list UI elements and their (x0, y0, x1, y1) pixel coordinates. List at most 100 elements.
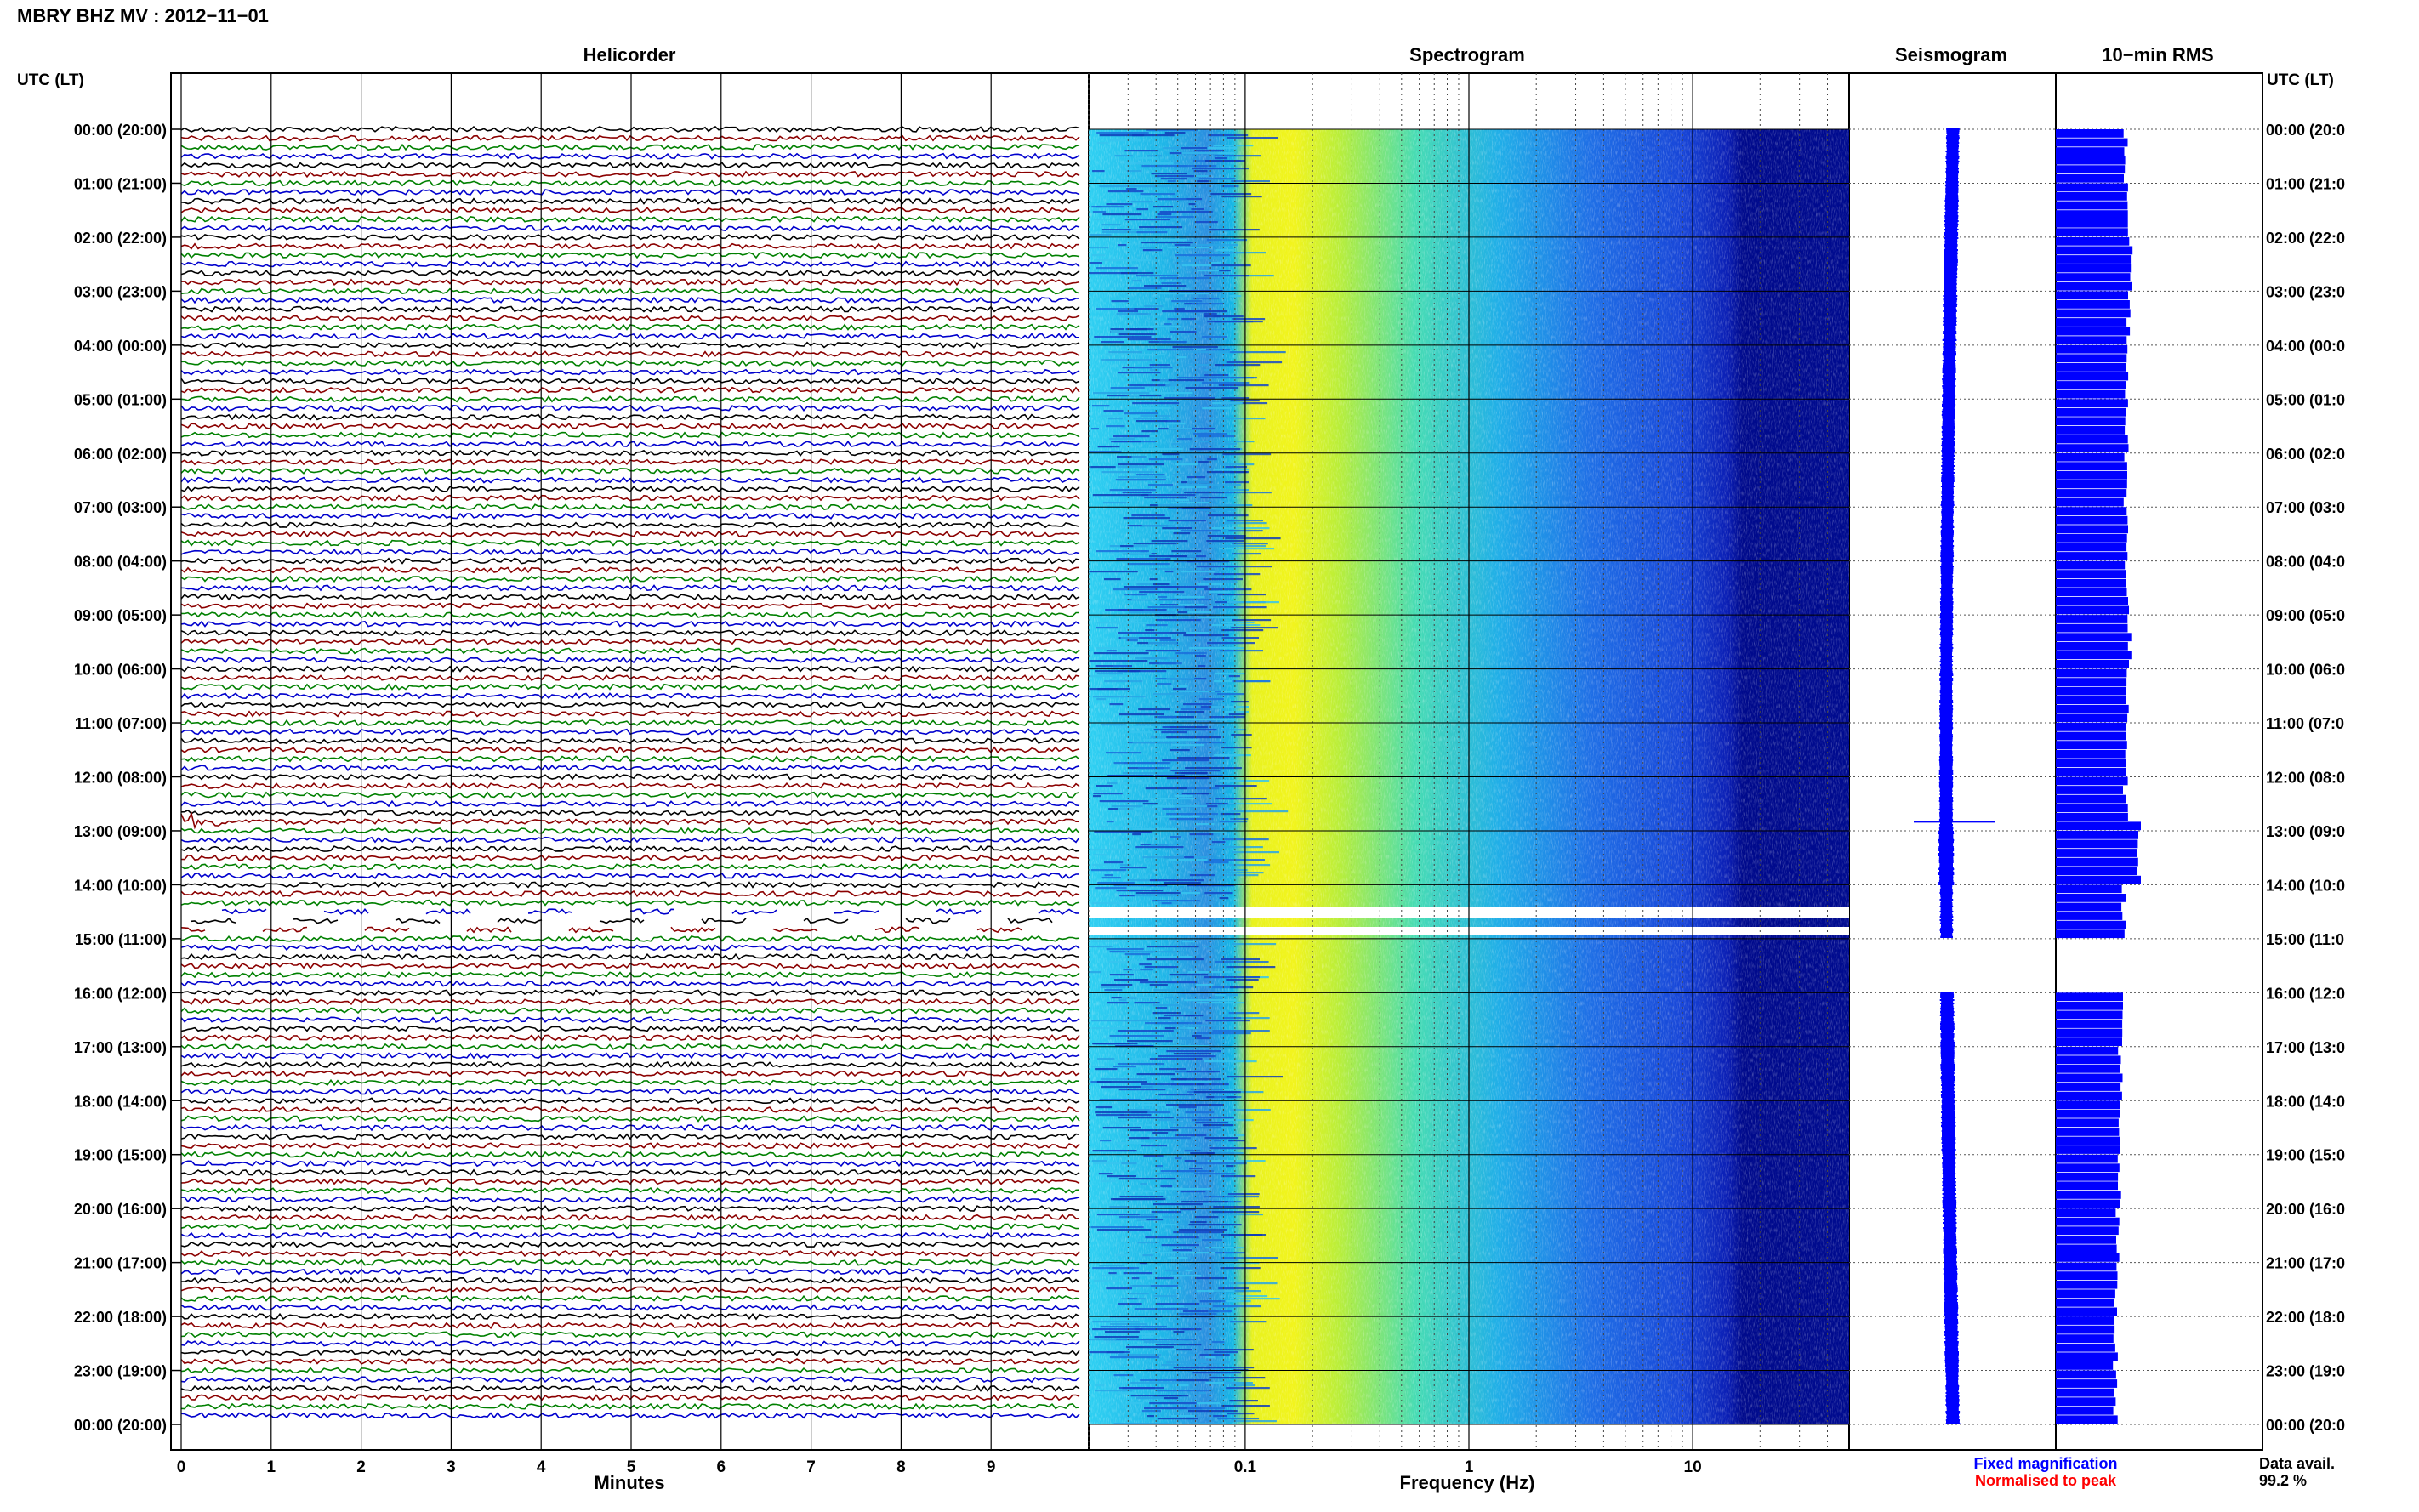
spectrogram-stripe (1139, 247, 1155, 249)
spectrogram-stripe (1220, 443, 1238, 446)
spectrogram-stripe (1147, 946, 1199, 948)
minute-tick-label: 9 (987, 1458, 996, 1476)
helicorder-trace (180, 935, 1080, 943)
spectrogram-stripe (1184, 303, 1198, 305)
rms-bar (2056, 1343, 2115, 1352)
spectrogram-stripe (1142, 249, 1163, 252)
spectrogram-stripe (1141, 196, 1158, 198)
spectrogram-stripe (1158, 1094, 1194, 1096)
spectrogram-stripe (1188, 1410, 1238, 1413)
spectrogram-stripe (1139, 1214, 1158, 1216)
helicorder-trace (180, 1339, 1080, 1347)
spectrogram-stripe (1215, 1252, 1246, 1254)
rms-bar (2056, 776, 2128, 786)
spectrogram-stripe (1198, 178, 1236, 180)
helicorder-trace (180, 1367, 1080, 1374)
minute-tick-label: 6 (717, 1458, 726, 1476)
spectrogram-stripe (1095, 627, 1118, 629)
spectrogram-stripe (1113, 1423, 1170, 1425)
spectrogram-stripe (1226, 1165, 1234, 1168)
left-time-tick: 00:00 (20:00) (74, 1417, 167, 1434)
spectrogram-stripe (1105, 1331, 1140, 1333)
spectrogram-stripe (1124, 150, 1159, 152)
spectrogram-stripe (1166, 813, 1219, 816)
rms-bar (2056, 1073, 2123, 1083)
spectrogram-stripe (1114, 155, 1133, 157)
spectrogram-stripe (1207, 775, 1223, 777)
spectrogram-stripe (1214, 1152, 1244, 1155)
spectrogram-stripe (1232, 680, 1271, 683)
right-time-tick: 16:00 (12:0 (2266, 985, 2345, 1002)
spectrogram-stripe (1220, 1214, 1263, 1216)
spectrogram-stripe (1232, 275, 1274, 277)
rms-bar (2056, 129, 2124, 138)
spectrogram-stripe (1162, 726, 1179, 729)
spectrogram-stripe (1141, 1086, 1157, 1089)
rms-bar (2056, 1199, 2120, 1208)
spectrogram-stripe (1131, 456, 1147, 458)
spectrogram-stripe (1124, 1020, 1177, 1022)
spectrogram-stripe (1116, 1142, 1146, 1145)
spectrogram-stripe (1170, 836, 1181, 838)
spectrogram-stripe (1118, 1089, 1166, 1091)
rms-bar (2056, 1181, 2118, 1191)
spectrogram-stripe (1203, 1124, 1211, 1127)
spectrogram-stripe (1153, 805, 1208, 808)
spectrogram-stripe (1164, 571, 1174, 573)
spectrogram-stripe (1173, 1331, 1185, 1333)
spectrogram-stripe (1091, 1020, 1128, 1022)
spectrogram-stripe (1090, 869, 1127, 872)
spectrogram-stripe (1154, 1022, 1203, 1025)
helicorder-trace (180, 368, 1080, 376)
spectrogram-stripe (1141, 242, 1193, 244)
spectrogram-stripe (1124, 229, 1166, 231)
spectrogram-stripe (1170, 382, 1203, 384)
spectrogram-stripe (1151, 1211, 1181, 1214)
rms-bar (2056, 1091, 2122, 1100)
spectrogram-stripe (1150, 504, 1158, 507)
spectrogram-stripe (1099, 800, 1149, 803)
spectrogram-stripe (1164, 713, 1179, 716)
helicorder-trace (180, 1231, 1080, 1240)
helicorder-trace (180, 872, 1080, 879)
spectrogram-stripe (1142, 803, 1158, 805)
spectrogram-stripe (1230, 1109, 1271, 1111)
rms-bar (2056, 452, 2125, 462)
helicorder-trace (180, 494, 1080, 502)
spectrogram-stripe (1110, 1122, 1142, 1124)
spectrogram-stripe (1140, 1183, 1147, 1185)
rms-bar (2056, 902, 2122, 912)
spectrogram-stripe (1197, 180, 1209, 183)
rms-bar (2056, 480, 2127, 489)
left-time-tick: 22:00 (18:00) (74, 1309, 167, 1326)
spectrogram-stripe (1103, 1333, 1158, 1336)
spectrogram-stripe (1156, 1007, 1168, 1009)
spectrogram-stripe (1090, 849, 1126, 851)
spectrogram-stripe (1213, 405, 1233, 407)
helicorder-trace (180, 1106, 1080, 1113)
spectrogram-stripe (1159, 239, 1187, 242)
helicorder-trace (180, 557, 1080, 565)
spectrogram-stripe (1134, 308, 1159, 310)
spectrogram-stripe (1195, 509, 1236, 512)
spectrogram-stripe (1215, 157, 1227, 160)
spectrogram-stripe (1163, 530, 1191, 532)
rms-bar (2056, 497, 2124, 507)
minute-tick-label: 2 (356, 1458, 366, 1476)
helicorder-trace (180, 584, 1080, 592)
helicorder-trace (180, 782, 1080, 790)
spectrogram-stripe (1131, 599, 1173, 601)
spectrogram-stripe (1184, 1150, 1201, 1152)
spectrogram-stripe (1215, 1157, 1227, 1160)
spectrogram-stripe (1166, 678, 1194, 680)
spectrogram-stripe (1159, 379, 1169, 382)
spectrogram-stripe (1221, 1257, 1278, 1259)
rms-bar (2056, 399, 2128, 408)
spectrogram-stripe (1202, 336, 1228, 338)
spectrogram-stripe (1198, 698, 1224, 701)
spectrogram-stripe (1167, 423, 1186, 425)
spectrogram-stripe (1226, 137, 1278, 139)
helicorder-trace (180, 126, 1080, 134)
spectrogram-stripe (1179, 1313, 1217, 1316)
spectrogram-stripe (1117, 456, 1146, 458)
